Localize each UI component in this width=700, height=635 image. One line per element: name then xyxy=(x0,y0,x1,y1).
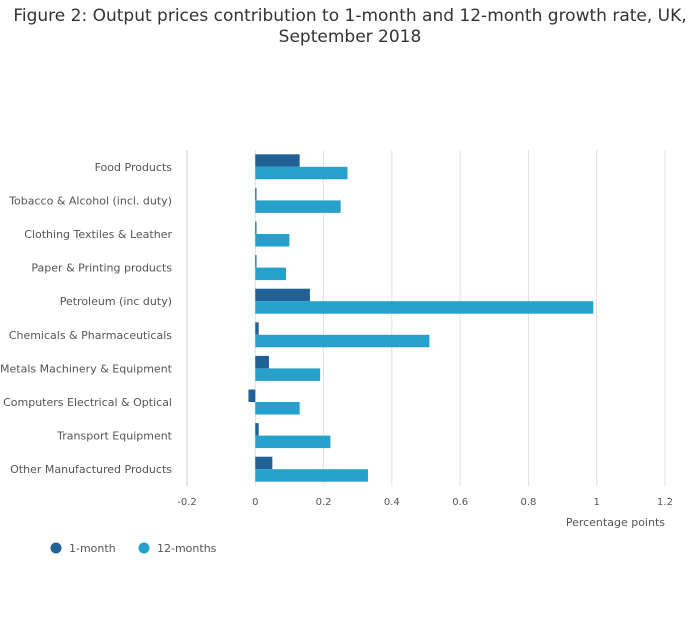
x-tick-label: 1.2 xyxy=(657,497,673,508)
bar-12-months xyxy=(255,402,300,415)
x-tick-label: 0.6 xyxy=(452,497,468,508)
category-label: Chemicals & Pharmaceuticals xyxy=(9,329,172,342)
bar-12-months xyxy=(255,200,341,213)
category-label: Tobacco & Alcohol (incl. duty) xyxy=(8,194,172,207)
bar-12-months xyxy=(255,234,290,247)
x-tick-label: -0.2 xyxy=(177,497,197,508)
bar-12-months xyxy=(255,368,321,381)
bar-1-month xyxy=(255,255,257,268)
bar-12-months xyxy=(255,435,331,449)
x-tick-label: 0.8 xyxy=(520,497,536,508)
bar-12-months xyxy=(255,469,368,482)
bar-1-month xyxy=(255,187,257,201)
bar-1-month xyxy=(255,288,310,302)
bar-12-months xyxy=(255,267,287,281)
legend-marker-1-month xyxy=(50,542,62,554)
category-label: Other Manufactured Products xyxy=(10,463,172,476)
category-label: Paper & Printing products xyxy=(31,262,172,275)
x-axis-title: Percentage points xyxy=(566,516,665,529)
x-tick-label: 0.4 xyxy=(384,497,400,508)
category-label: Food Products xyxy=(95,161,173,174)
bar-1-month xyxy=(255,154,300,167)
bar-1-month xyxy=(248,389,256,402)
bar-1-month xyxy=(255,322,259,335)
bar-1-month xyxy=(255,423,259,436)
legend-marker-12-months xyxy=(138,542,150,554)
category-label: Metals Machinery & Equipment xyxy=(0,362,173,375)
legend-label: 12-months xyxy=(157,542,217,555)
bar-12-months xyxy=(255,301,594,314)
category-label: Computers Electrical & Optical xyxy=(3,396,172,409)
legend-label: 1-month xyxy=(69,542,116,555)
category-label: Petroleum (inc duty) xyxy=(60,295,172,308)
bar-1-month xyxy=(255,355,269,369)
x-tick-label: 0.2 xyxy=(316,497,332,508)
bar-1-month xyxy=(255,221,257,234)
chart-title: Figure 2: Output prices contribution to … xyxy=(13,6,687,47)
x-tick-label: 1 xyxy=(594,497,600,508)
category-label: Clothing Textiles & Leather xyxy=(24,228,172,241)
category-label: Transport Equipment xyxy=(56,430,173,443)
x-tick-label: 0 xyxy=(252,497,258,508)
bar-12-months xyxy=(255,334,430,348)
bar-1-month xyxy=(255,456,273,470)
bar-12-months xyxy=(255,166,348,180)
